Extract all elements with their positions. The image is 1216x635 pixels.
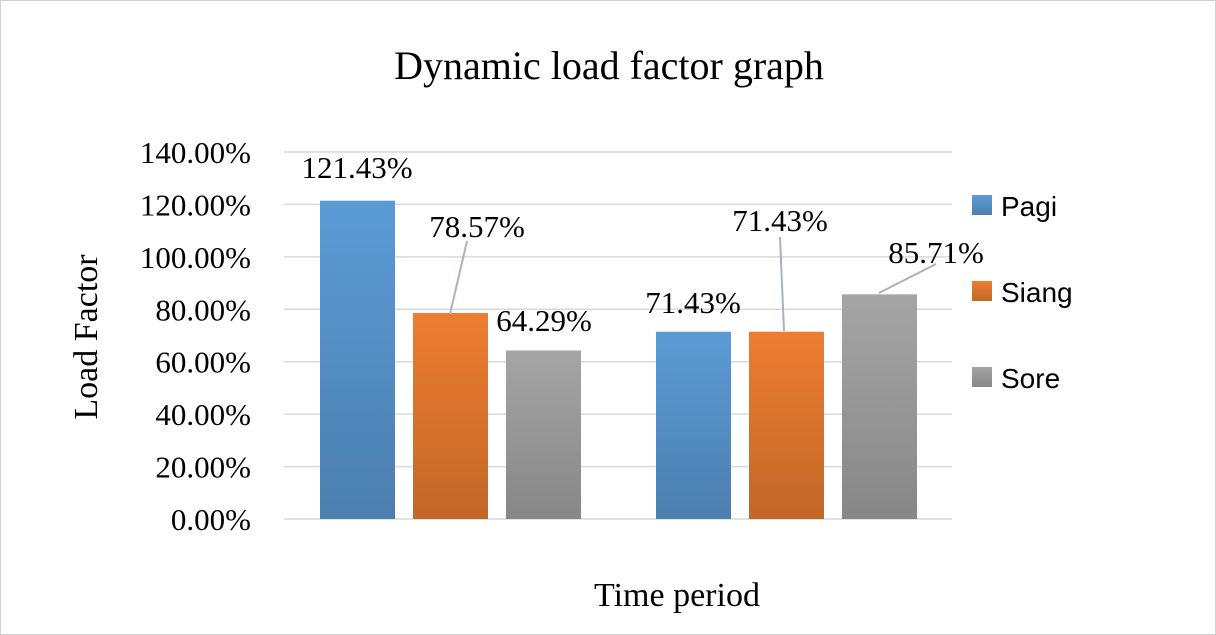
legend-label: Pagi	[1001, 191, 1057, 222]
bar-pagi	[320, 200, 395, 519]
bars	[320, 200, 917, 519]
legend-swatch	[972, 195, 992, 215]
y-tick-labels: 0.00% 20.00% 40.00% 60.00% 80.00% 100.00% 120.…	[140, 135, 251, 537]
legend-swatch	[972, 281, 992, 301]
chart-title: Dynamic load factor graph	[394, 43, 824, 88]
leader-line	[878, 263, 937, 294]
legend-swatch	[972, 367, 992, 387]
y-tick-label: 40.00%	[155, 397, 251, 432]
gridlines	[284, 151, 952, 520]
y-tick-label: 120.00%	[140, 187, 251, 222]
y-tick-label: 140.00%	[140, 135, 251, 170]
y-tick-label: 80.00%	[155, 292, 251, 327]
y-tick-label: 60.00%	[155, 345, 251, 380]
data-label: 85.71%	[888, 235, 984, 270]
leader-line	[779, 236, 785, 332]
x-axis-label: Time period	[594, 577, 760, 614]
data-label: 64.29%	[496, 303, 592, 338]
data-label: 71.43%	[732, 203, 828, 238]
legend-label: Sore	[1001, 363, 1060, 394]
data-label: 78.57%	[429, 209, 525, 244]
y-tick-label: 20.00%	[155, 450, 251, 485]
y-tick-label: 0.00%	[171, 502, 251, 537]
bar-pagi	[656, 331, 731, 519]
y-axis-label: Load Factor	[68, 254, 105, 420]
data-labels: 121.43% 71.43% 78.57% 71.43% 64.29% 85.71%	[301, 150, 983, 338]
bar-siang	[413, 313, 488, 519]
bar-sore	[842, 294, 917, 519]
data-label: 71.43%	[645, 285, 741, 320]
leader-line	[449, 240, 468, 315]
data-label: 121.43%	[301, 150, 412, 185]
legend-label: Siang	[1001, 277, 1073, 308]
bar-sore	[506, 350, 581, 519]
legend: Pagi Siang Sore	[972, 191, 1073, 394]
bar-siang	[749, 331, 824, 519]
label-leader-lines	[449, 236, 937, 332]
y-tick-label: 100.00%	[140, 240, 251, 275]
